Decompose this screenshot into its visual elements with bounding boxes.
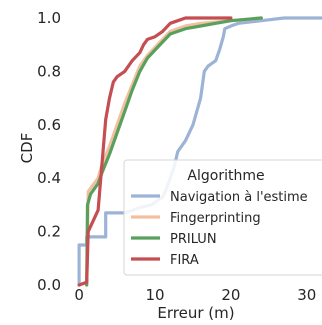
series-lines [77,16,322,287]
x-tick-label: 0 [74,286,84,304]
legend-label: PRILUN [170,232,217,247]
x-tick-label: 10 [145,286,164,304]
legend: Algorithme Navigation à l'estime Fingerpr… [123,159,322,276]
y-tick-label: 1.0 [37,9,61,27]
legend-box [123,159,322,276]
series-line-2 [85,16,263,287]
legend-items: Navigation à l'estime Fingerprinting PRILU… [131,190,308,268]
x-tick-label: 30 [297,286,316,304]
y-tick-label: 0.8 [37,62,61,80]
legend-title: Algorithme [187,168,264,184]
legend-label: Fingerprinting [170,211,261,226]
y-tick-label: 0.0 [37,276,61,294]
x-axis-label: Erreur (m) [157,304,234,322]
y-tick-label: 0.6 [37,116,61,134]
y-tick-label: 0.4 [37,169,61,187]
x-tick-label: 20 [221,286,240,304]
y-ticks: 0.0 0.2 0.4 0.6 0.8 1.0 [37,9,61,294]
series-line-0 [77,16,322,287]
series-line-3 [77,16,233,287]
y-tick-label: 0.2 [37,223,61,241]
y-axis-label: CDF [18,133,36,164]
x-ticks: 0 10 20 30 [74,286,316,304]
legend-label: Navigation à l'estime [170,190,308,205]
legend-label: FIRA [170,253,199,268]
